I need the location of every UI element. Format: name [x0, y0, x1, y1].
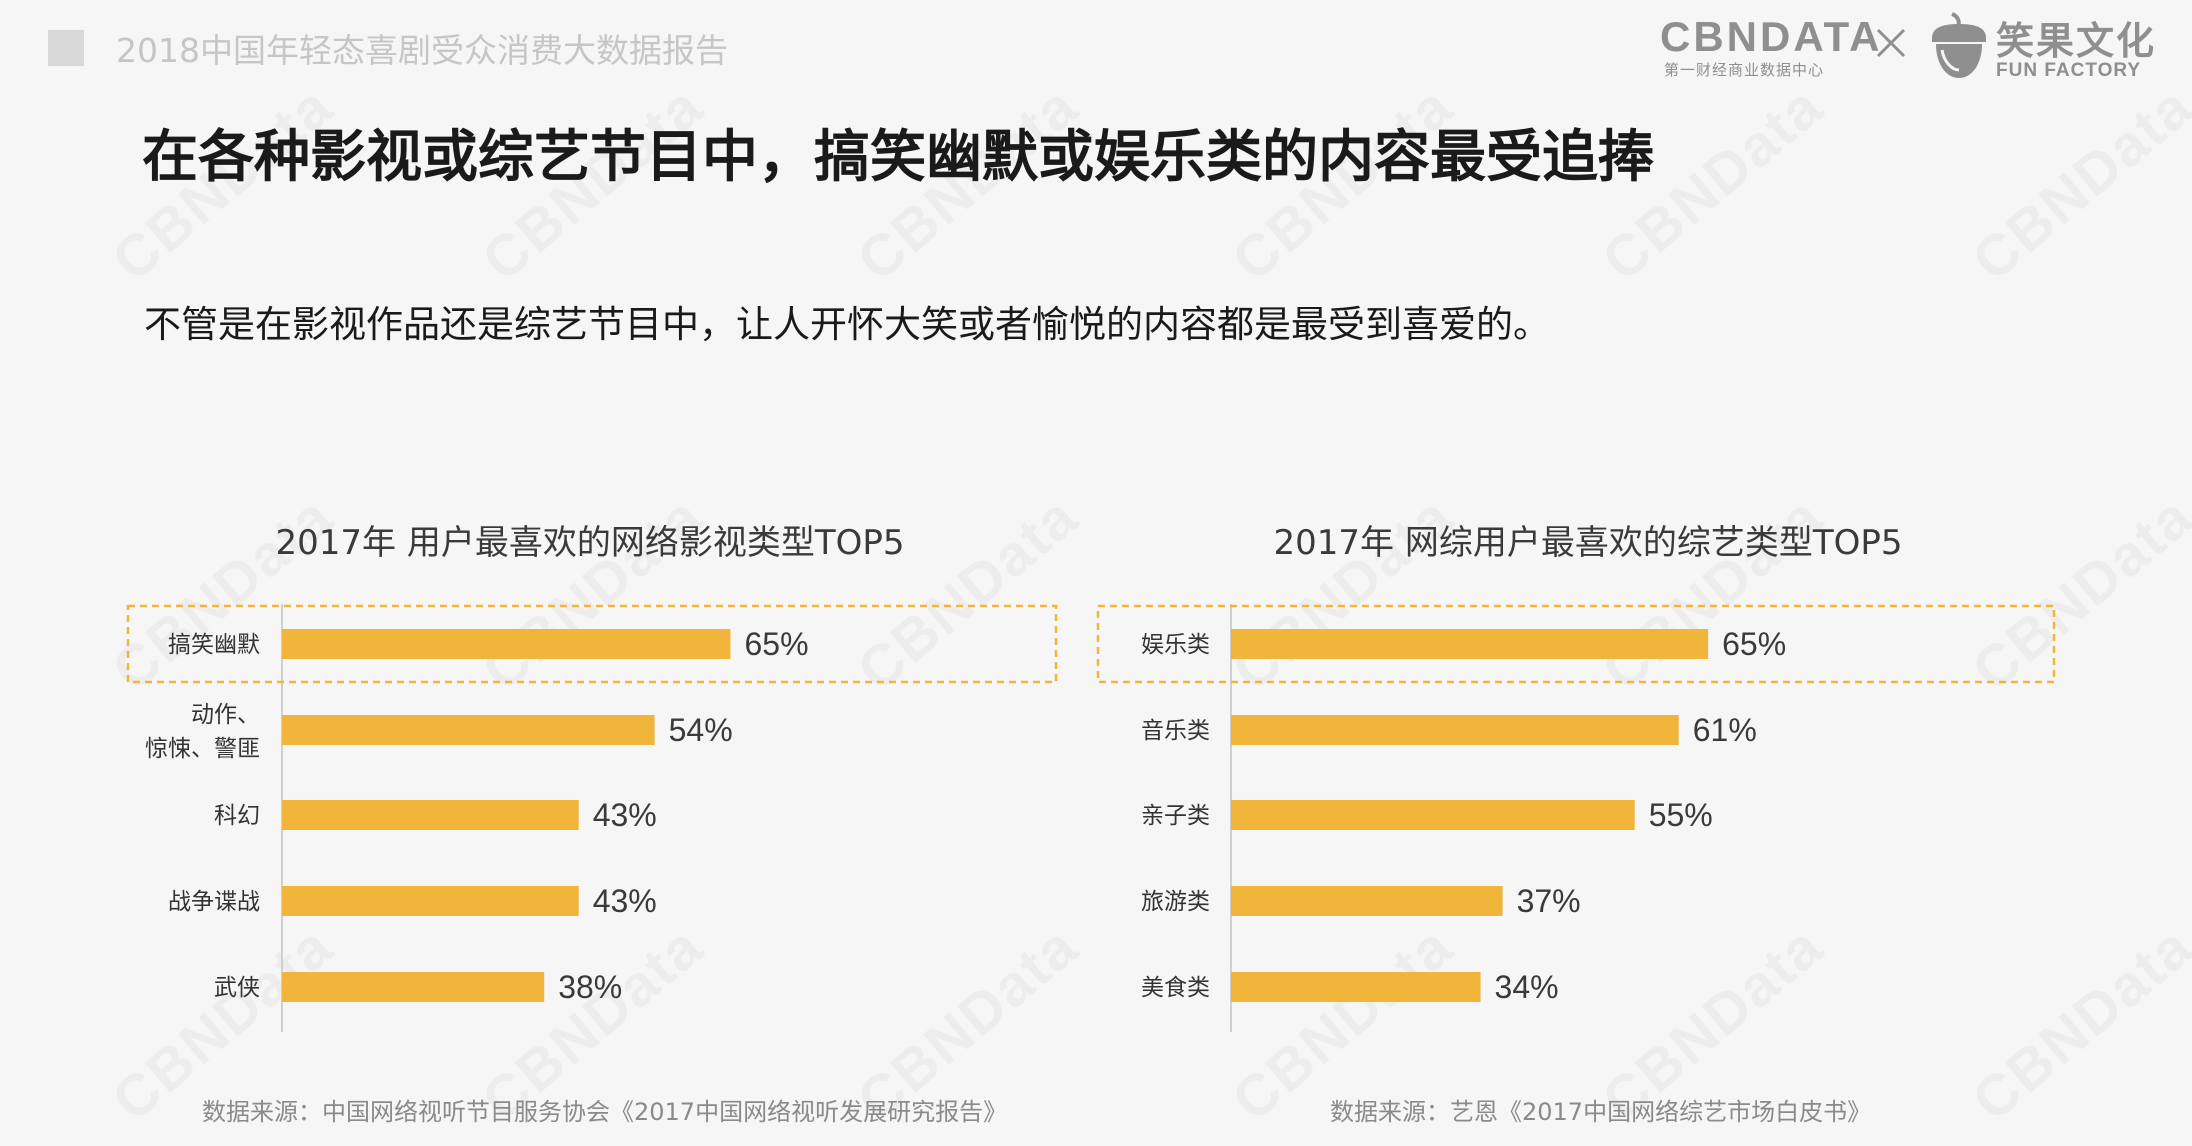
- chart-2-bar: [1231, 629, 1709, 659]
- chart-2-bar: [1231, 886, 1503, 916]
- chart-1-value-label: 38%: [558, 969, 622, 1005]
- chart-2-value-label: 37%: [1517, 883, 1581, 919]
- chart-1-value-label: 43%: [593, 797, 657, 833]
- chart-1-category-label-line: 科幻: [214, 803, 260, 829]
- chart-1-title: 2017年 用户最喜欢的网络影视类型TOP5: [276, 523, 905, 563]
- chart-2-category-label-line: 音乐类: [1141, 718, 1210, 744]
- chart-2-value-label: 55%: [1649, 797, 1713, 833]
- chart-1-category-label: 动作、惊悚、警匪: [145, 702, 260, 762]
- page-headline: 在各种影视或综艺节目中，搞笑幽默或娱乐类的内容最受追捧: [142, 125, 1654, 190]
- chart-2-category-label: 音乐类: [1141, 718, 1210, 744]
- chart-2-bar: [1231, 972, 1481, 1002]
- chart-2-category-label-line: 亲子类: [1141, 803, 1210, 829]
- chart-2-value-label: 65%: [1722, 626, 1786, 662]
- chart-1-bar: [282, 972, 545, 1002]
- close-cross-icon: [1874, 22, 1908, 62]
- chart-2-category-label: 亲子类: [1141, 803, 1210, 829]
- chart-1-category-label: 科幻: [214, 803, 260, 829]
- chart-1-category-label-line: 动作、: [191, 702, 260, 728]
- chart-2-value-label: 61%: [1693, 712, 1757, 748]
- chart-1-category-label: 武侠: [214, 975, 260, 1001]
- chart-2-category-label-line: 美食类: [1141, 975, 1210, 1001]
- chart-1-bar: [282, 886, 579, 916]
- header-square-icon: [48, 30, 84, 66]
- cbndata-logo-word: CBNDATA: [1660, 13, 1883, 60]
- chart-1-category-label: 战争谍战: [168, 889, 260, 915]
- chart-1-category-label-line: 武侠: [214, 975, 260, 1001]
- chart-1-value-label: 65%: [745, 626, 809, 662]
- chart-2-bar: [1231, 715, 1679, 745]
- chart-2-category-label-line: 娱乐类: [1141, 632, 1210, 658]
- chart-1-source: 数据来源：中国网络视听节目服务协会《2017中国网络视听发展研究报告》: [202, 1098, 1008, 1126]
- fun-factory-logo: 笑果文化 FUN FACTORY: [1928, 8, 2154, 84]
- chart-2-category-label: 美食类: [1141, 975, 1210, 1001]
- chart-1-category-label-line: 搞笑幽默: [168, 632, 260, 658]
- chart-1-highlight-box: [126, 604, 1058, 684]
- fun-factory-logo-cn: 笑果文化: [1996, 19, 2157, 63]
- chart-1-category-label-line: 战争谍战: [168, 889, 260, 915]
- chart-1-value-label: 54%: [669, 712, 733, 748]
- chart-2-category-label: 娱乐类: [1141, 632, 1210, 658]
- chart-1-value-label: 43%: [593, 883, 657, 919]
- chart-1-category-label-line: 惊悚、警匪: [145, 736, 260, 762]
- chart-1-category-label: 搞笑幽默: [168, 632, 260, 658]
- chart-2-source: 数据来源：艺恩《2017中国网络综艺市场白皮书》: [1330, 1098, 1872, 1126]
- chart-1-bar: [282, 800, 579, 830]
- chart-2-value-label: 34%: [1495, 969, 1559, 1005]
- chart-2-bar: [1231, 800, 1635, 830]
- chart-1-bar: [282, 715, 655, 745]
- chart-2-category-label-line: 旅游类: [1141, 889, 1210, 915]
- fun-factory-logo-en: FUN FACTORY: [1996, 60, 2142, 81]
- chart-1-bar: [282, 629, 731, 659]
- chart-2-category-label: 旅游类: [1141, 889, 1210, 915]
- report-title: 2018中国年轻态喜剧受众消费大数据报告: [116, 31, 728, 70]
- acorn-logo-icon: [1932, 12, 1986, 78]
- page-subline: 不管是在影视作品还是综艺节目中，让人开怀大笑或者愉悦的内容都是最受到喜爱的。: [144, 303, 1550, 346]
- cbndata-logo: CBNDATA 第一财经商业数据中心: [1660, 13, 1883, 84]
- chart-2-title: 2017年 网综用户最喜欢的综艺类型TOP5: [1274, 523, 1903, 563]
- cbndata-logo-subtitle: 第一财经商业数据中心: [1664, 61, 1825, 79]
